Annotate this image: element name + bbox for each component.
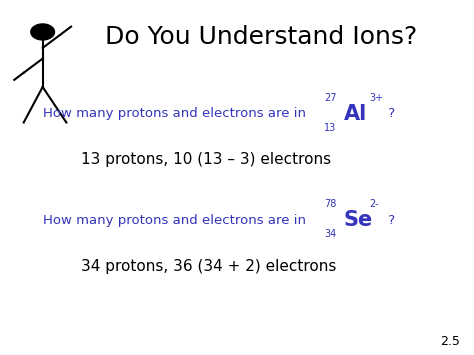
Text: 13 protons, 10 (13 – 3) electrons: 13 protons, 10 (13 – 3) electrons xyxy=(81,152,331,167)
Text: 2-: 2- xyxy=(370,199,380,209)
Text: Do You Understand Ions?: Do You Understand Ions? xyxy=(105,25,417,49)
Text: ?: ? xyxy=(384,107,395,120)
Text: 78: 78 xyxy=(324,199,337,209)
Text: 13: 13 xyxy=(324,123,337,133)
Polygon shape xyxy=(31,24,55,40)
Text: 34: 34 xyxy=(324,229,337,239)
Text: How many protons and electrons are in: How many protons and electrons are in xyxy=(43,214,310,226)
Text: How many protons and electrons are in: How many protons and electrons are in xyxy=(43,107,310,120)
Text: Al: Al xyxy=(344,104,367,124)
Text: Se: Se xyxy=(344,210,373,230)
Text: ?: ? xyxy=(384,214,395,226)
Text: 3+: 3+ xyxy=(370,93,384,103)
Text: 2.5: 2.5 xyxy=(440,335,460,348)
Text: 27: 27 xyxy=(324,93,337,103)
Text: 34 protons, 36 (34 + 2) electrons: 34 protons, 36 (34 + 2) electrons xyxy=(81,259,336,274)
